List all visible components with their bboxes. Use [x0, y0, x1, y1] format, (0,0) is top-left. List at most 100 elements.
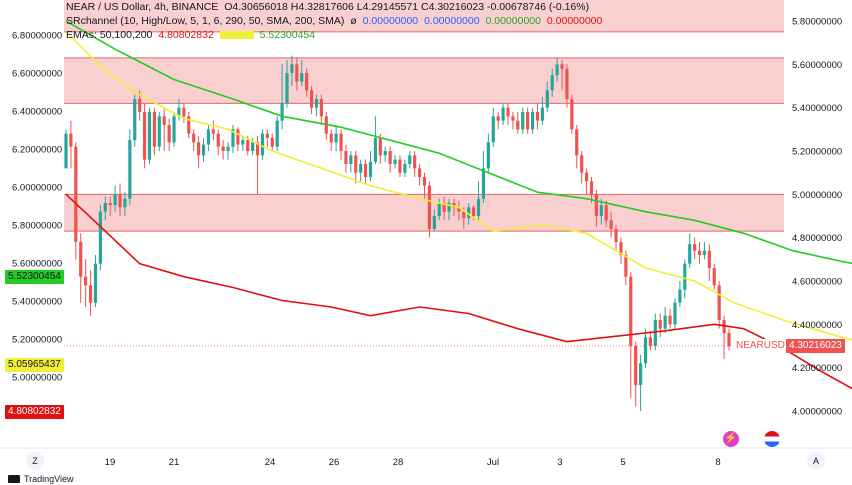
candle-body	[432, 216, 436, 229]
candle-body	[260, 133, 265, 156]
candle-body	[270, 138, 274, 147]
candle-body	[624, 255, 628, 277]
candle-body	[658, 320, 662, 329]
candle-body	[457, 207, 461, 212]
candle-body	[653, 320, 657, 346]
right-axis-tick-label: 4.60000000	[792, 277, 842, 288]
candle-body	[501, 107, 505, 121]
candle-body	[643, 337, 648, 364]
candle-body	[521, 112, 525, 130]
candle-body	[142, 112, 147, 160]
candle-body	[329, 133, 333, 143]
candle-body	[727, 333, 731, 346]
candle-body	[241, 140, 245, 145]
legend-symbol-row: NEAR / US Dollar, 4h, BINANCE O4.3065601…	[66, 0, 602, 14]
brand-name: TradingView	[24, 474, 74, 484]
right-axis-tick-label: 5.80000000	[792, 17, 842, 28]
right-axis-tick-label: 5.00000000	[792, 190, 842, 201]
candle-body	[570, 99, 574, 130]
candle-body	[349, 155, 353, 164]
candle-body	[594, 194, 598, 216]
candle-body	[138, 99, 142, 112]
candle-body	[128, 140, 132, 199]
candle-body	[663, 315, 667, 329]
candle-body	[604, 205, 608, 221]
candle-body	[388, 151, 392, 164]
candle-body	[368, 161, 373, 177]
us-flag-icon[interactable]	[764, 431, 780, 447]
candle-body	[619, 242, 623, 255]
candle-body	[172, 116, 176, 143]
candle-body	[147, 112, 152, 160]
candle-body	[69, 133, 73, 147]
symbol-tag: NEARUSD	[733, 339, 788, 353]
candle-body	[123, 198, 127, 208]
candle-body	[609, 220, 613, 229]
x-axis-tick-label: 19	[105, 457, 116, 468]
candle-body	[668, 315, 672, 325]
candle-body	[472, 207, 476, 216]
right-axis-tick-label: 4.80000000	[792, 233, 842, 244]
legend-srchannel-row[interactable]: SRchannel (10, High/Low, 5, 1, 6, 290, 5…	[66, 14, 602, 28]
candle-body	[167, 125, 171, 143]
left-axis-tick-label: 5.80000000	[12, 221, 62, 232]
candle-body	[614, 229, 618, 242]
right-axis-tick-label: 4.00000000	[792, 407, 842, 418]
ema200-price-tag: 4.80802832	[5, 405, 64, 419]
candle-body	[295, 64, 299, 82]
left-axis-tick-label: 6.20000000	[12, 145, 62, 156]
candle-body	[359, 164, 363, 173]
candle-body	[580, 155, 584, 173]
candle-body	[673, 302, 677, 325]
footer-brand[interactable]: TradingView	[8, 474, 74, 484]
candle-body	[246, 140, 250, 151]
candle-body	[452, 203, 456, 208]
ema-100-line	[65, 20, 852, 265]
candle-body	[693, 244, 697, 251]
candle-body	[555, 64, 559, 76]
candle-body	[442, 203, 446, 212]
candle-body	[319, 99, 323, 117]
right-axis-tick-label: 4.20000000	[792, 363, 842, 374]
zoom-button[interactable]: Z	[26, 452, 44, 470]
candle-body	[530, 112, 535, 130]
candle-body	[413, 155, 417, 169]
lightning-icon[interactable]: ⚡	[723, 431, 739, 447]
candle-body	[697, 250, 702, 255]
candle-body	[290, 64, 294, 73]
candle-body	[560, 64, 564, 69]
candle-body	[408, 155, 412, 164]
candle-body	[152, 112, 156, 147]
left-axis-tick-label: 5.40000000	[12, 297, 62, 308]
candle-body	[300, 73, 304, 82]
candle-body	[476, 198, 481, 216]
candle-body	[309, 90, 314, 108]
auto-scale-button[interactable]: A	[807, 452, 825, 470]
candle-body	[118, 194, 122, 208]
left-axis-tick-label: 6.40000000	[12, 107, 62, 118]
candle-body	[206, 129, 211, 145]
candle-body	[88, 285, 93, 303]
candle-body	[540, 107, 544, 121]
candle-body	[201, 144, 206, 156]
candle-body	[550, 75, 554, 91]
legend-emas-row[interactable]: EMAs: 50,100,200 4.80802832 5.52300454	[66, 28, 602, 42]
candle-body	[255, 142, 260, 156]
legend-ohlc: O4.30656018 H4.32817606 L4.29145571 C4.3…	[224, 1, 590, 13]
right-axis-tick-label: 4.40000000	[792, 320, 842, 331]
candle-body	[251, 142, 255, 151]
candle-body	[688, 244, 692, 264]
candle-body	[182, 107, 186, 117]
candle-body	[427, 185, 432, 229]
legend-title: NEAR / US Dollar, 4h, BINANCE	[66, 1, 219, 13]
eye-off-icon[interactable]: ø	[350, 15, 357, 27]
candle-body	[211, 129, 215, 134]
candle-body	[629, 276, 633, 346]
candle-body	[177, 107, 181, 117]
candle-body	[545, 90, 549, 108]
candle-body	[447, 203, 451, 212]
sr-zone-2	[64, 57, 784, 104]
sr-value-1: 0.00000000	[362, 15, 419, 27]
candle-body	[236, 129, 240, 145]
